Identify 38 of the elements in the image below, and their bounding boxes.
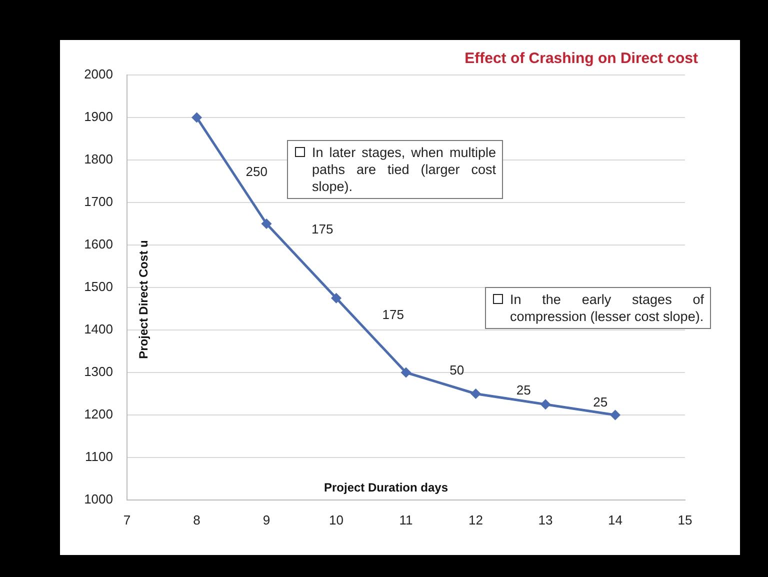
x-tick-label: 9 [262, 512, 270, 528]
annotation: 250 [246, 164, 268, 180]
y-axis-title: Project Direct Cost u [136, 240, 150, 359]
x-tick-label: 11 [399, 512, 413, 528]
y-tick-label: 1600 [84, 236, 113, 252]
x-tick-label: 10 [329, 512, 344, 528]
annotation: In later stages, when multiple paths are tied (larger cost slope). [287, 140, 503, 199]
y-tick-label: 1400 [84, 322, 113, 337]
point [540, 400, 550, 410]
x-axis-title: Project Duration days [324, 480, 448, 494]
annotation: 50 [450, 362, 464, 378]
chart-title: Effect of Crashing on Direct cost [464, 50, 698, 68]
y-tick-label: 1900 [84, 109, 113, 124]
point [332, 293, 341, 303]
x-tick-label: 15 [678, 512, 692, 528]
y-tick-label: 1800 [84, 152, 113, 167]
point [610, 410, 620, 420]
y-tick-label: 1100 [85, 449, 113, 464]
y-tick-label: 1500 [84, 279, 113, 294]
y-tick-label: 1000 [84, 492, 113, 507]
annotation: 175 [312, 222, 334, 237]
point [192, 112, 202, 122]
point [262, 219, 272, 228]
point [401, 368, 411, 378]
annotation: 25 [516, 382, 531, 398]
x-tick-label: 12 [468, 512, 483, 528]
x-tick-label: 8 [193, 512, 200, 528]
annotation: 175 [382, 306, 404, 322]
y-tick-label: 2000 [84, 66, 113, 82]
y-tick-label: 1200 [84, 406, 113, 422]
x-tick-label: 14 [608, 512, 622, 528]
x-tick-label: 13 [538, 512, 553, 528]
y-tick-label: 1300 [84, 364, 113, 380]
annotation: In the early stages of compression (lesser cost slope). [485, 287, 711, 329]
x-tick-label: 7 [123, 512, 131, 528]
point [471, 389, 480, 398]
y-tick-label: 1700 [84, 194, 113, 210]
annotation: 25 [593, 394, 608, 410]
